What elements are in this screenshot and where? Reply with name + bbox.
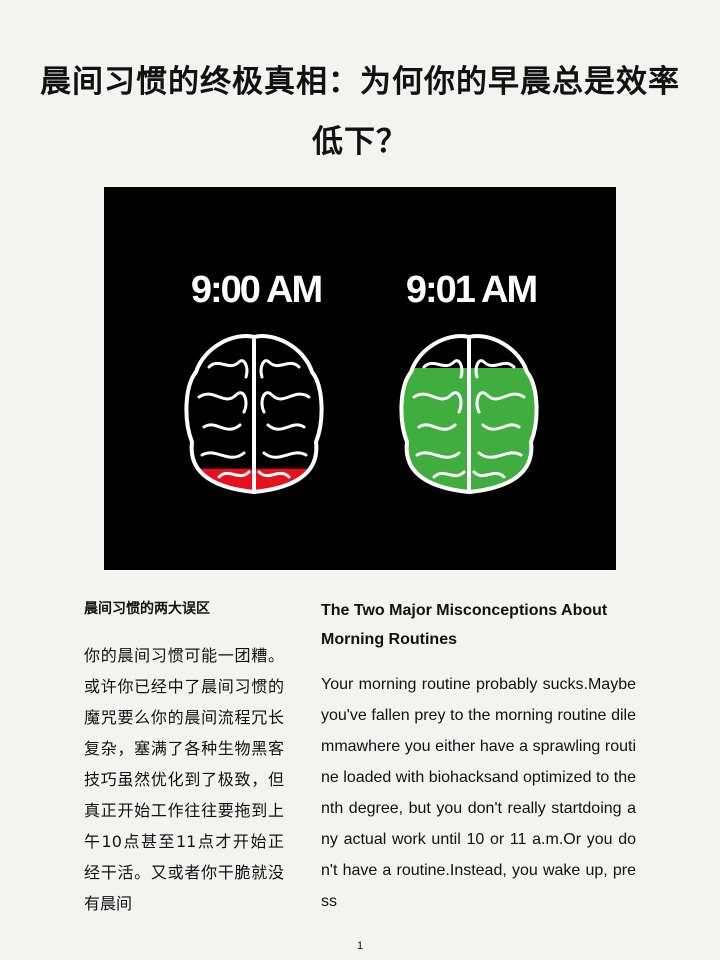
left-time-label: 9:00 AM (191, 269, 322, 311)
right-brain-fill (401, 368, 537, 492)
zh-body-text: 你的晨间习惯可能一团糟。或许你已经中了晨间习惯的魔咒要么你的晨间流程冗长复杂，塞… (84, 646, 284, 913)
zh-section-heading: 晨间习惯的两大误区 (84, 601, 210, 617)
page-number: 1 (356, 940, 364, 952)
right-brain-icon (399, 334, 539, 495)
brain-illustration: 9:00 AM 9:01 AM (184, 269, 539, 495)
en-body-text: Your morning routine probably sucks.Mayb… (321, 676, 636, 910)
page-title: 晨间习惯的终极真相：为何你的早晨总是效率低下？ (40, 64, 680, 160)
hero-image: 9:00 AM 9:01 AM (104, 187, 616, 570)
en-section-heading: The Two Major Misconceptions About Morni… (321, 602, 608, 648)
left-brain-icon (184, 334, 324, 495)
right-time-label: 9:01 AM (406, 269, 537, 311)
